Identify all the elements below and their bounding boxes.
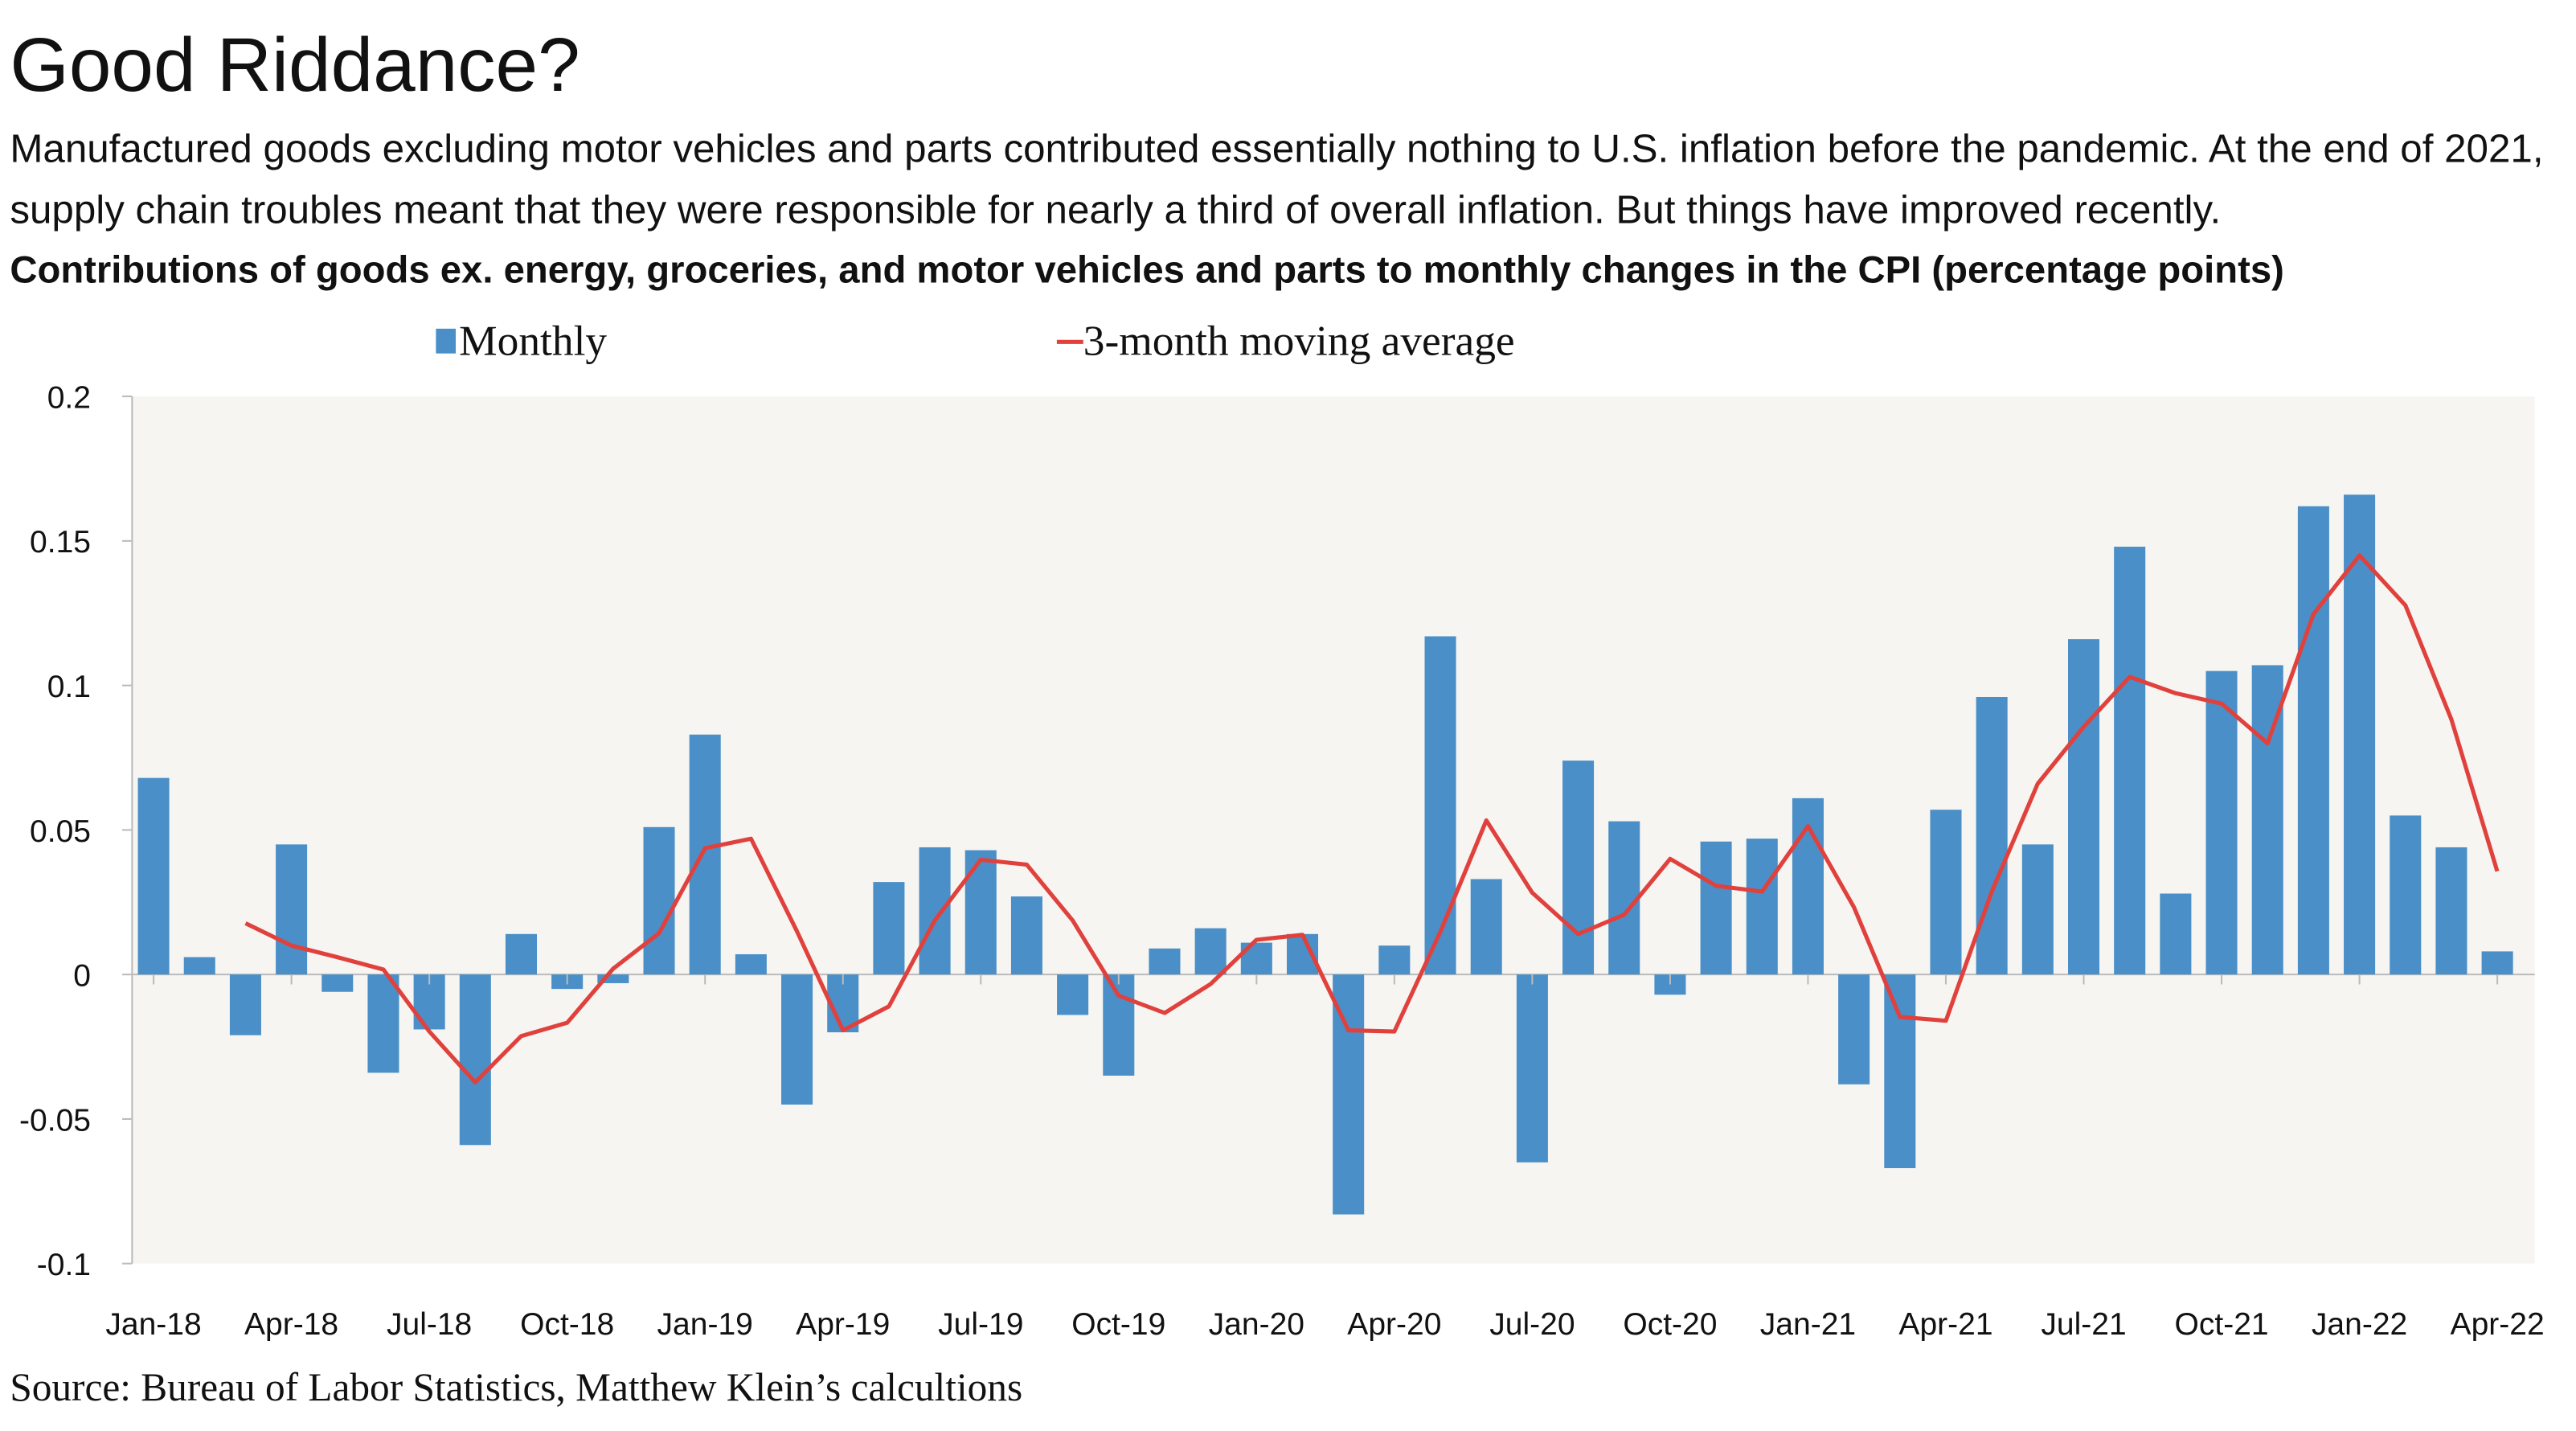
x-tick-label: Jan-22 — [2312, 1307, 2407, 1342]
bar-Jan-20 — [1240, 942, 1272, 975]
bar-Sep-21 — [2160, 893, 2192, 975]
bar-Feb-18 — [183, 957, 215, 975]
x-tick-label: Jan-21 — [1760, 1307, 1856, 1342]
bar-Mar-18 — [229, 974, 261, 1035]
x-tick-label: Jan-18 — [105, 1307, 201, 1342]
y-tick-label: 0.1 — [47, 670, 91, 704]
bar-Sep-19 — [1057, 974, 1089, 1015]
bar-Jun-18 — [367, 974, 399, 1073]
bar-May-18 — [321, 974, 354, 992]
source-note: Source: Bureau of Labor Statistics, Matt… — [10, 1367, 1023, 1411]
x-tick-label: Oct-19 — [1071, 1307, 1165, 1342]
bar-Mar-22 — [2435, 847, 2467, 975]
bar-Apr-20 — [1378, 945, 1411, 975]
moving-average-line — [244, 553, 2500, 1085]
bar-May-19 — [873, 882, 905, 975]
x-tick-label: Apr-22 — [2451, 1307, 2545, 1342]
bar-Mar-20 — [1333, 974, 1365, 1215]
bar-Apr-21 — [1930, 810, 1962, 975]
bar-Sep-18 — [505, 933, 538, 975]
y-tick-label: 0.15 — [30, 525, 91, 560]
x-tick-label: Jul-18 — [387, 1307, 472, 1342]
legend-label-monthly: Monthly — [459, 317, 607, 365]
x-tick-label: Jan-20 — [1209, 1307, 1304, 1342]
bar-May-21 — [1976, 696, 2008, 975]
bar-Jun-21 — [2021, 844, 2054, 975]
bar-Feb-22 — [2390, 815, 2422, 975]
x-tick-label: Jul-19 — [938, 1307, 1023, 1342]
x-tick-label: Jul-20 — [1489, 1307, 1575, 1342]
subtitle: Manufactured goods excluding motor vehic… — [10, 127, 2544, 233]
y-tick-label: -0.05 — [19, 1103, 91, 1138]
y-tick-label: 0.2 — [47, 380, 91, 415]
x-tick-label: Apr-19 — [796, 1307, 890, 1342]
bar-Jun-20 — [1470, 879, 1502, 975]
bar-Nov-19 — [1149, 948, 1181, 975]
bar-Jan-22 — [2344, 494, 2376, 975]
bar-Dec-19 — [1194, 928, 1227, 975]
bar-Jan-18 — [137, 777, 170, 975]
bar-Jan-19 — [689, 734, 721, 975]
x-tick-label: Jul-21 — [2041, 1307, 2126, 1342]
y-tick-label: 0 — [73, 959, 91, 994]
x-tick-label: Oct-18 — [520, 1307, 614, 1342]
bar-May-20 — [1424, 636, 1456, 975]
legend-swatch-monthly — [436, 328, 457, 354]
bar-Oct-21 — [2205, 670, 2238, 975]
bar-Nov-20 — [1700, 841, 1732, 975]
bar-Aug-18 — [459, 974, 491, 1146]
bar-Mar-21 — [1884, 974, 1916, 1169]
x-tick-label: Jan-19 — [657, 1307, 753, 1342]
bar-Oct-19 — [1103, 974, 1135, 1076]
x-tick-label: Oct-21 — [2175, 1307, 2269, 1342]
legend-label-moving-average: 3-month moving average — [1083, 317, 1515, 365]
bar-Aug-20 — [1562, 761, 1595, 975]
bar-Jun-19 — [919, 847, 951, 975]
x-tick-label: Apr-20 — [1347, 1307, 1441, 1342]
bar-Apr-22 — [2481, 951, 2513, 975]
bar-Jul-20 — [1516, 974, 1548, 1162]
x-tick-label: Oct-20 — [1623, 1307, 1717, 1342]
bar-Mar-19 — [781, 974, 813, 1105]
y-tick-label: -0.1 — [37, 1248, 91, 1282]
y-tick-label: 0.05 — [30, 814, 91, 849]
bar-Dec-21 — [2297, 506, 2329, 975]
bar-Aug-21 — [2114, 547, 2146, 975]
bar-Feb-19 — [735, 953, 767, 975]
bar-Jul-21 — [2067, 639, 2100, 975]
bar-Nov-18 — [597, 974, 629, 983]
bar-Dec-20 — [1746, 839, 1778, 975]
x-tick-label: Apr-21 — [1898, 1307, 1992, 1342]
bar-Jul-19 — [964, 850, 997, 975]
chart-title: Contributions of goods ex. energy, groce… — [10, 248, 2284, 291]
x-tick-label: Apr-18 — [244, 1307, 338, 1342]
bar-Feb-21 — [1838, 974, 1870, 1085]
bar-Dec-18 — [643, 826, 675, 975]
bar-Sep-20 — [1608, 821, 1640, 975]
bar-Aug-19 — [1010, 896, 1042, 975]
page-title: Good Riddance? — [10, 21, 580, 108]
bar-Apr-18 — [276, 844, 308, 975]
